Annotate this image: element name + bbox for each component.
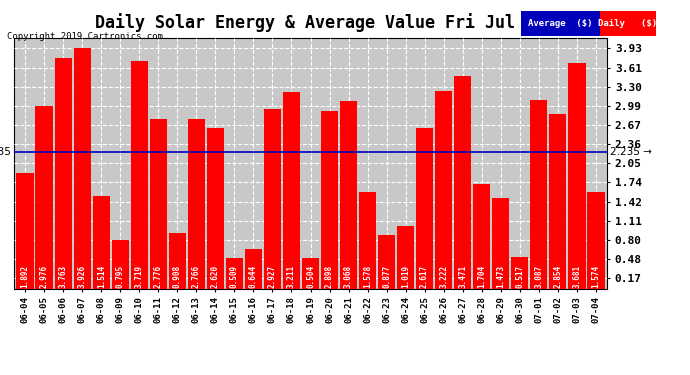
Text: 3.068: 3.068 bbox=[344, 264, 353, 288]
Bar bbox=[283, 92, 300, 289]
Text: 2.976: 2.976 bbox=[40, 264, 49, 288]
Bar bbox=[454, 76, 471, 289]
Bar bbox=[302, 258, 319, 289]
Text: Copyright 2019 Cartronics.com: Copyright 2019 Cartronics.com bbox=[7, 32, 163, 41]
Bar bbox=[130, 61, 148, 289]
Text: 0.517: 0.517 bbox=[515, 264, 524, 288]
Text: Daily   ($): Daily ($) bbox=[598, 19, 658, 28]
Bar bbox=[492, 198, 509, 289]
Bar bbox=[511, 257, 529, 289]
Bar bbox=[74, 48, 91, 289]
Text: 2.235 →: 2.235 → bbox=[610, 147, 652, 157]
Text: 2.898: 2.898 bbox=[325, 264, 334, 288]
Bar bbox=[226, 258, 243, 289]
Text: 3.087: 3.087 bbox=[534, 264, 543, 288]
Bar bbox=[112, 240, 129, 289]
Bar bbox=[245, 249, 262, 289]
Text: 2.620: 2.620 bbox=[211, 264, 220, 288]
Text: ← 2.235: ← 2.235 bbox=[0, 147, 11, 157]
Text: 2.854: 2.854 bbox=[553, 264, 562, 288]
Bar bbox=[397, 226, 414, 289]
Text: 2.927: 2.927 bbox=[268, 264, 277, 288]
Bar bbox=[55, 58, 72, 289]
Bar bbox=[168, 233, 186, 289]
Bar bbox=[150, 118, 167, 289]
Text: 1.019: 1.019 bbox=[401, 264, 410, 288]
Text: 3.222: 3.222 bbox=[439, 264, 448, 288]
Text: 3.763: 3.763 bbox=[59, 264, 68, 288]
Text: 3.471: 3.471 bbox=[458, 264, 467, 288]
Text: 2.776: 2.776 bbox=[154, 264, 163, 288]
Text: 0.504: 0.504 bbox=[306, 264, 315, 288]
Bar bbox=[530, 100, 547, 289]
Text: 1.892: 1.892 bbox=[21, 264, 30, 288]
Bar bbox=[35, 106, 53, 289]
Bar bbox=[359, 192, 376, 289]
Text: 1.578: 1.578 bbox=[363, 264, 372, 288]
Bar bbox=[92, 196, 110, 289]
Bar bbox=[321, 111, 338, 289]
Bar bbox=[549, 114, 566, 289]
Text: 0.509: 0.509 bbox=[230, 264, 239, 288]
Bar bbox=[188, 119, 205, 289]
Text: 1.574: 1.574 bbox=[591, 264, 600, 288]
Bar bbox=[378, 235, 395, 289]
Text: 0.908: 0.908 bbox=[173, 264, 182, 288]
Text: 3.681: 3.681 bbox=[572, 264, 581, 288]
Text: Average  ($): Average ($) bbox=[529, 19, 593, 28]
Bar bbox=[416, 128, 433, 289]
Text: 1.514: 1.514 bbox=[97, 264, 106, 288]
Bar bbox=[587, 192, 604, 289]
Text: 1.704: 1.704 bbox=[477, 264, 486, 288]
Bar bbox=[17, 173, 34, 289]
Bar bbox=[339, 101, 357, 289]
Text: 0.795: 0.795 bbox=[116, 264, 125, 288]
Text: 0.877: 0.877 bbox=[382, 264, 391, 288]
Text: 3.719: 3.719 bbox=[135, 264, 144, 288]
Bar bbox=[207, 128, 224, 289]
Text: 3.926: 3.926 bbox=[78, 264, 87, 288]
Bar bbox=[435, 91, 453, 289]
Text: Daily Solar Energy & Average Value Fri Jul 5 20:32: Daily Solar Energy & Average Value Fri J… bbox=[95, 13, 595, 32]
Text: 3.211: 3.211 bbox=[287, 264, 296, 288]
Text: 2.617: 2.617 bbox=[420, 264, 429, 288]
Bar bbox=[568, 63, 586, 289]
Text: 2.766: 2.766 bbox=[192, 264, 201, 288]
Bar bbox=[473, 184, 491, 289]
Text: 1.473: 1.473 bbox=[496, 264, 505, 288]
Text: 0.644: 0.644 bbox=[249, 264, 258, 288]
Bar bbox=[264, 110, 282, 289]
